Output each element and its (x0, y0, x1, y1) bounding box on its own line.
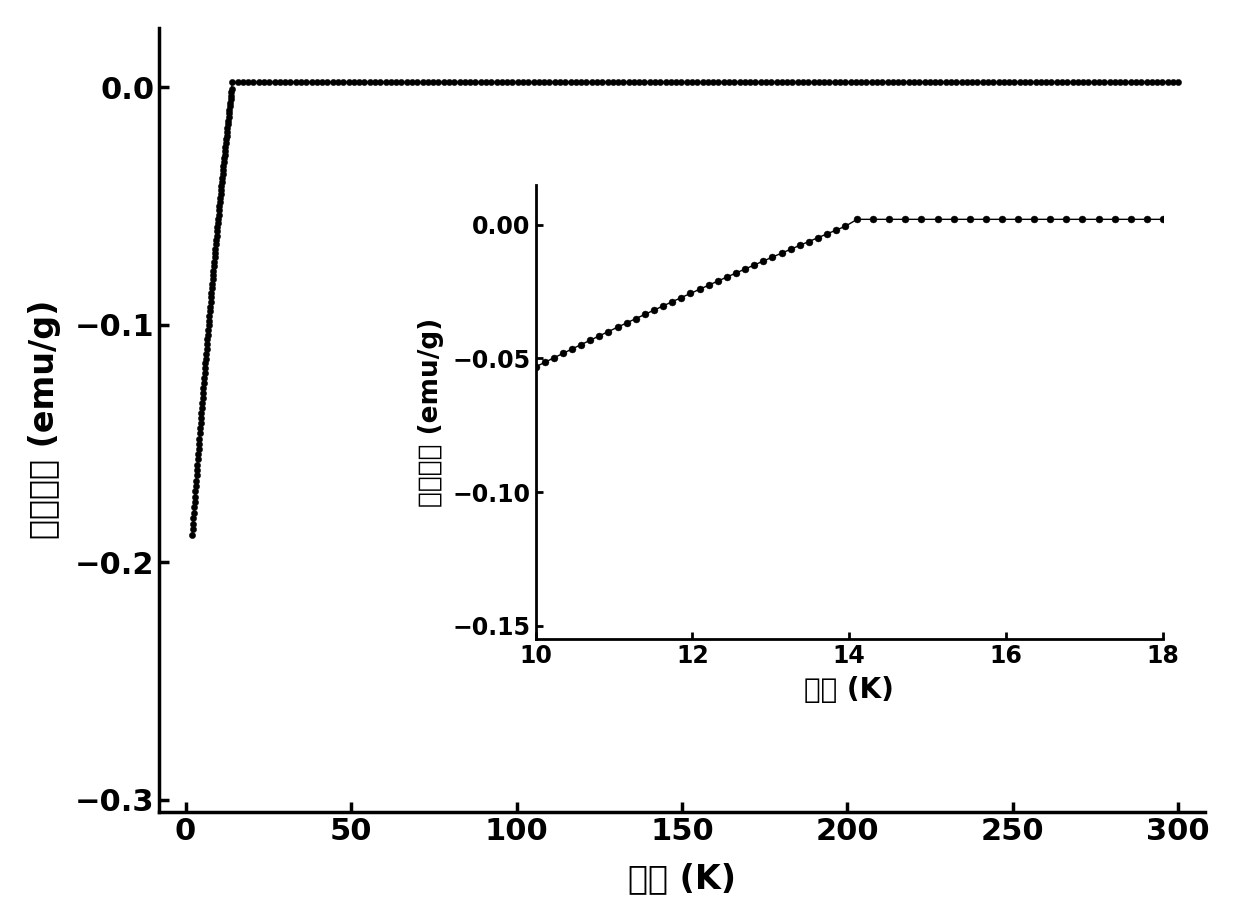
Y-axis label: 磁化强度 (emu/g): 磁化强度 (emu/g) (27, 300, 61, 539)
X-axis label: 温度 (K): 温度 (K) (627, 862, 737, 895)
